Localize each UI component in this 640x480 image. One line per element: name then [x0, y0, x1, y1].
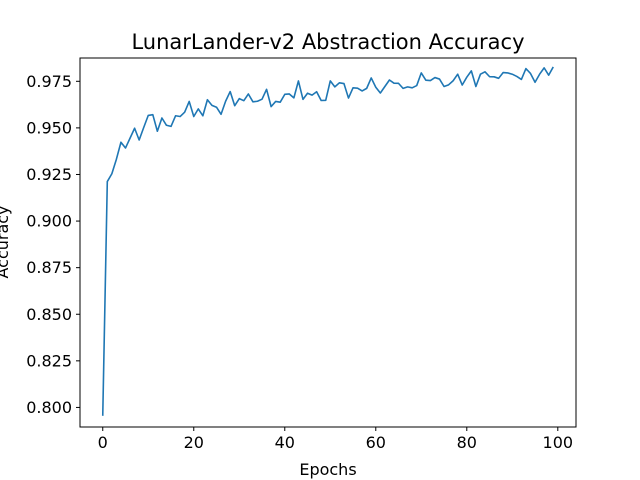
y-tick-label: 0.925: [26, 165, 72, 184]
x-tick-label: 60: [366, 433, 386, 452]
x-axis-ticks: 0 20 40 60 80 100: [98, 427, 573, 452]
x-tick-label: 80: [457, 433, 477, 452]
x-tick-label: 100: [543, 433, 574, 452]
x-tick-label: 0: [98, 433, 108, 452]
y-tick-label: 0.800: [26, 398, 72, 417]
x-tick-label: 20: [184, 433, 204, 452]
chart-title: LunarLander-v2 Abstraction Accuracy: [131, 30, 524, 54]
plot-area: [101, 66, 554, 416]
axes-frame: [79, 57, 577, 428]
y-tick-label: 0.900: [26, 212, 72, 231]
y-tick-label: 0.825: [26, 351, 72, 370]
y-axis-ticks: 0.800 0.825 0.850 0.875 0.900 0.925 0.950 0.975: [26, 72, 80, 417]
y-tick-label: 0.850: [26, 305, 72, 324]
y-tick-label: 0.950: [26, 118, 72, 137]
y-tick-label: 0.875: [26, 258, 72, 277]
series-line-0: [101, 66, 554, 416]
x-axis-label: Epochs: [299, 460, 356, 479]
x-tick-label: 40: [275, 433, 295, 452]
y-axis-label: Accuracy: [0, 205, 12, 278]
y-tick-label: 0.975: [26, 72, 72, 91]
